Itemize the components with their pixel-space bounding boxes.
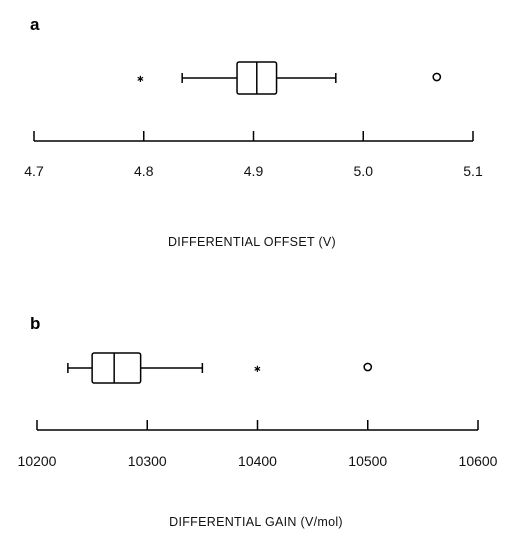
boxplot-a: ∗ — [136, 61, 442, 95]
x-axis-a: 4.7 4.8 4.9 5.0 5.1 — [24, 131, 483, 179]
x-tick-label: 4.8 — [134, 163, 154, 179]
x-tick-label: 5.0 — [354, 163, 374, 179]
x-tick-label: 5.1 — [463, 163, 483, 179]
panel-a-letter: a — [30, 15, 40, 34]
panel-b-letter: b — [30, 314, 40, 333]
x-tick-label: 4.9 — [244, 163, 264, 179]
boxplot-b: ∗ — [67, 352, 373, 384]
x-tick-label: 4.7 — [24, 163, 44, 179]
x-tick-label: 10400 — [238, 453, 277, 469]
x-tick-label: 10500 — [348, 453, 387, 469]
x-axis-label-a: DIFFERENTIAL OFFSET (V) — [168, 235, 336, 249]
x-axis-label-b: DIFFERENTIAL GAIN (V/mol) — [169, 515, 343, 529]
outlier-circle — [363, 362, 373, 372]
outlier-asterisk: ∗ — [253, 364, 261, 375]
x-tick-label: 10200 — [18, 453, 57, 469]
iqr-box — [91, 352, 142, 384]
x-tick-label: 10600 — [459, 453, 498, 469]
outlier-asterisk: ∗ — [136, 74, 144, 85]
panel-b: b ∗ 10200 10300 10400 10500 10600 DIFFERENTI… — [18, 314, 498, 529]
panel-a: a ∗ 4.7 4.8 4.9 5.0 5.1 DIFFERENTIAL OFFSET … — [24, 15, 483, 249]
x-tick-label: 10300 — [128, 453, 167, 469]
x-axis-b: 10200 10300 10400 10500 10600 — [18, 420, 498, 469]
outlier-circle — [432, 72, 442, 82]
